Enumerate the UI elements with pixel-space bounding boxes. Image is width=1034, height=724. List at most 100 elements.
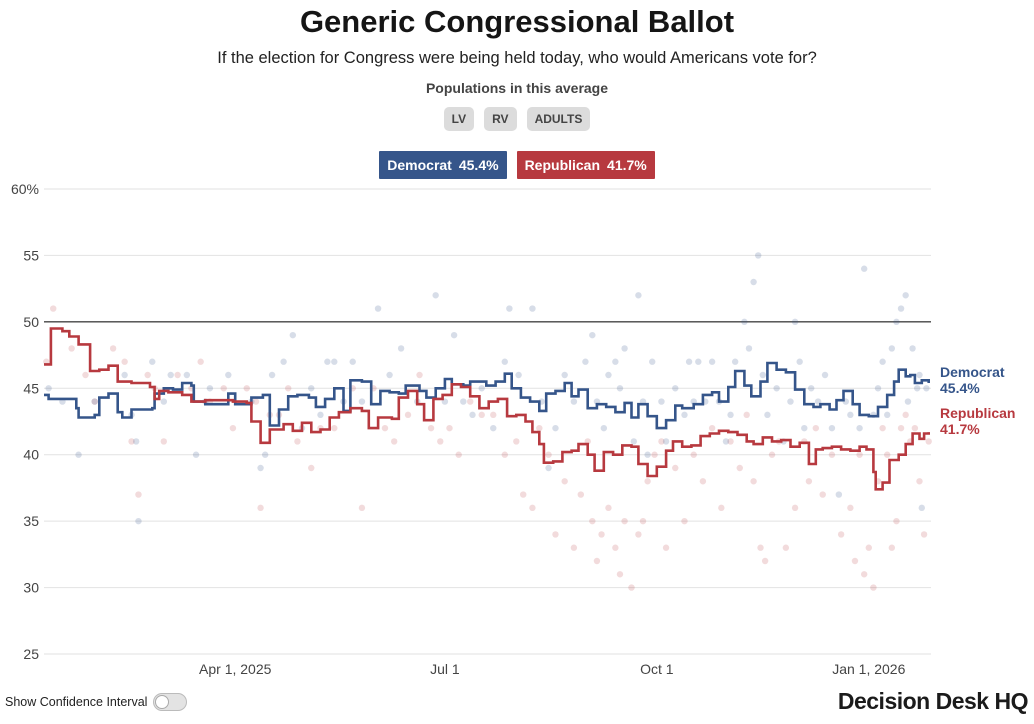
poll-dot-democrat	[759, 371, 767, 379]
poll-dot-democrat	[635, 292, 642, 299]
poll-dot-democrat	[787, 398, 794, 405]
poll-dot-republican	[501, 451, 508, 458]
poll-dot-republican	[690, 451, 697, 458]
poll-dot-republican	[605, 504, 612, 512]
y-tick-label: 35	[23, 513, 39, 529]
poll-dot-republican	[331, 424, 338, 432]
poll-dot-democrat	[589, 331, 596, 339]
poll-dot-republican	[805, 478, 813, 485]
poll-dot-democrat	[755, 252, 762, 259]
legend-republican[interactable]: Republican 41.7%	[516, 151, 655, 179]
y-tick-label: 50	[23, 314, 39, 330]
poll-dot-republican	[893, 517, 900, 525]
poll-dot-republican	[865, 544, 872, 551]
poll-dot-republican	[174, 371, 181, 379]
poll-dot-democrat	[121, 371, 128, 379]
poll-dot-republican	[879, 424, 886, 432]
poll-dot-republican	[847, 504, 854, 512]
end-label-republican: Republican	[940, 405, 1015, 421]
population-rv-button[interactable]: RV	[484, 107, 517, 131]
poll-dot-republican	[644, 478, 651, 485]
poll-dot-republican	[761, 557, 769, 565]
x-tick-label: Jul 1	[430, 661, 460, 677]
poll-dot-republican	[513, 438, 520, 445]
poll-dot-republican	[285, 385, 292, 392]
poll-dot-democrat	[731, 358, 739, 365]
poll-dot-democrat	[708, 358, 716, 365]
poll-dot-democrat	[612, 358, 619, 365]
poll-dot-republican	[750, 478, 757, 485]
y-tick-label: 40	[23, 447, 39, 463]
legend-republican-value: 41.7%	[607, 157, 647, 173]
poll-dot-democrat	[280, 358, 287, 365]
poll-dot-democrat	[616, 385, 624, 392]
poll-dot-republican	[699, 478, 707, 485]
poll-dot-democrat	[135, 517, 142, 525]
poll-dot-democrat	[545, 464, 552, 472]
series-line-republican	[44, 327, 930, 491]
poll-dot-democrat	[649, 358, 656, 365]
poll-dot-republican	[658, 438, 665, 445]
poll-dot-democrat	[741, 318, 748, 326]
polling-average-chart[interactable]: 60% 55 50 45 40 35 30 25 Apr 1, 2025 Jul 1 Oct 1 Ja…	[0, 170, 1034, 680]
end-value-democrat: 45.4%	[940, 380, 980, 396]
poll-dot-democrat	[672, 385, 679, 392]
poll-dot-democrat	[916, 371, 923, 379]
poll-dot-democrat	[884, 411, 891, 419]
population-adults-button[interactable]: ADULTS	[526, 107, 591, 131]
legend-democrat[interactable]: Democrat 45.4%	[379, 151, 507, 179]
poll-dot-democrat	[685, 358, 693, 365]
poll-dot-republican	[229, 424, 237, 432]
poll-dot-democrat	[552, 424, 559, 432]
poll-dot-republican	[870, 584, 877, 591]
poll-dot-republican	[920, 531, 928, 538]
poll-dot-republican	[135, 491, 142, 498]
poll-dot-republican	[252, 398, 260, 405]
poll-dot-republican	[727, 438, 734, 445]
poll-dot-democrat	[600, 424, 608, 432]
poll-dot-republican	[612, 544, 619, 551]
confidence-interval-label: Show Confidence Interval	[5, 695, 148, 709]
poll-dot-democrat	[192, 451, 200, 458]
poll-dot-republican	[68, 345, 75, 352]
poll-dot-republican	[529, 504, 536, 512]
poll-dot-democrat	[75, 451, 82, 458]
poll-dot-democrat	[695, 358, 702, 365]
poll-dot-democrat	[561, 371, 568, 379]
confidence-interval-toggle[interactable]: Show Confidence Interval	[5, 693, 188, 711]
toggle-switch[interactable]	[153, 693, 188, 711]
poll-dot-republican	[681, 517, 688, 525]
poll-dot-republican	[621, 517, 628, 525]
poll-dot-democrat	[658, 398, 665, 405]
poll-dot-democrat	[856, 424, 863, 432]
end-value-republican: 41.7%	[940, 421, 980, 437]
poll-dot-democrat	[183, 371, 191, 379]
poll-dot-republican	[916, 478, 923, 485]
poll-dot-republican	[490, 411, 497, 419]
poll-dot-republican	[520, 491, 527, 498]
poll-dot-republican	[257, 504, 264, 512]
poll-dot-democrat	[515, 371, 522, 379]
toggle-knob	[155, 695, 170, 709]
population-lv-button[interactable]: LV	[443, 107, 475, 131]
poll-dot-democrat	[132, 438, 140, 445]
poll-dot-republican	[768, 451, 776, 458]
poll-dot-democrat	[506, 305, 513, 312]
chart-subtitle: If the election for Congress were being …	[217, 49, 817, 67]
poll-dot-republican	[718, 504, 725, 512]
poll-dot-republican	[736, 464, 743, 472]
poll-dot-republican	[635, 531, 642, 538]
poll-dot-democrat	[529, 305, 536, 312]
poll-dot-republican	[851, 557, 859, 565]
poll-dot-republican	[598, 531, 605, 538]
poll-dot-democrat	[897, 305, 905, 312]
poll-dot-democrat	[874, 385, 882, 392]
poll-dot-republican	[577, 491, 585, 498]
poll-dot-republican	[911, 424, 919, 432]
poll-dot-democrat	[324, 358, 331, 365]
poll-dot-republican	[536, 424, 543, 432]
poll-dot-democrat	[268, 371, 276, 379]
poll-dot-democrat	[349, 358, 356, 365]
poll-dot-republican	[782, 544, 790, 551]
poll-dot-republican	[390, 438, 398, 445]
